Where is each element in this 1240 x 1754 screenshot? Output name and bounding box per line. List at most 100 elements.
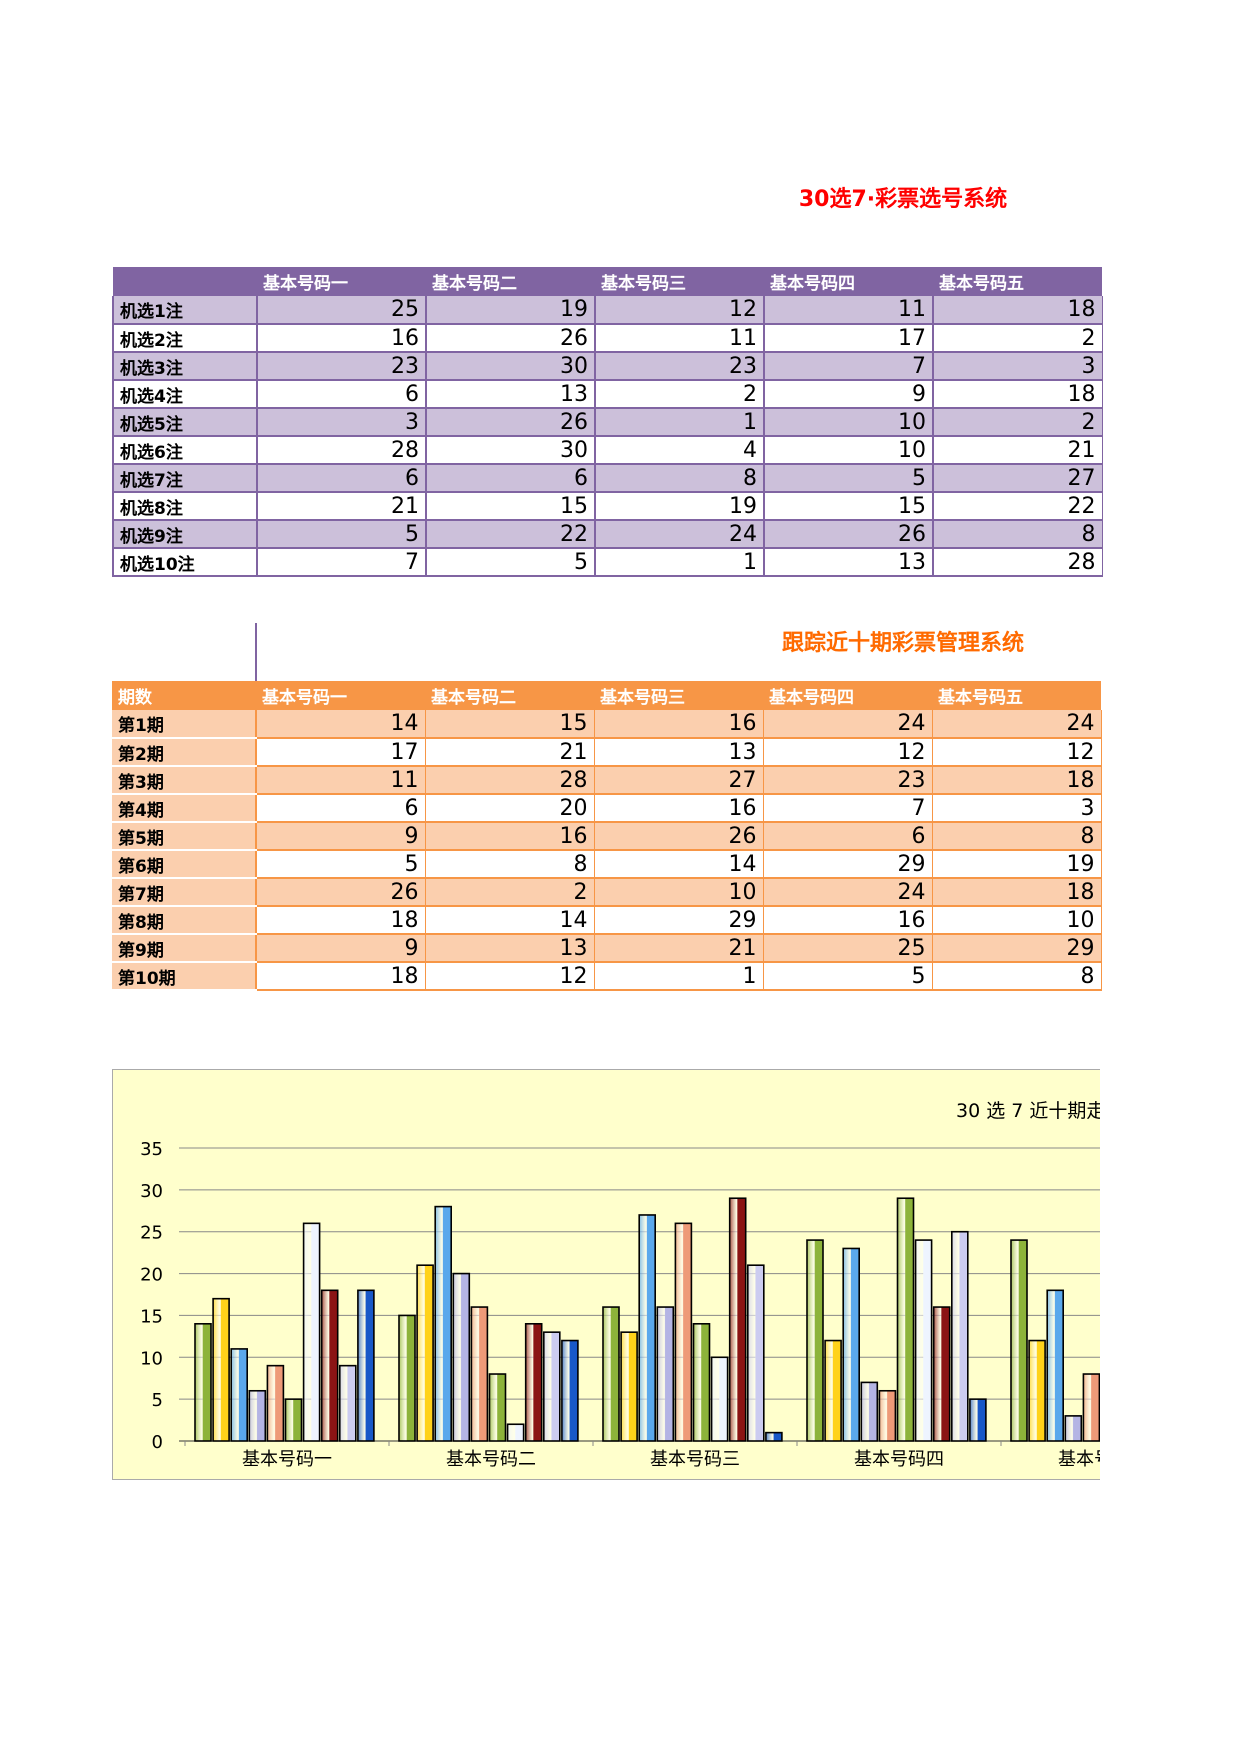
cell-value: 24 <box>763 710 933 739</box>
bar-2-5 <box>1028 1339 1046 1442</box>
row-label: 第5期 <box>112 822 257 851</box>
row-label: 机选1注 <box>112 296 258 325</box>
period-row: 第10期 18 12 1 5 8 <box>112 962 1102 991</box>
bar-2-2 <box>416 1264 434 1442</box>
row-label: 第4期 <box>112 794 257 823</box>
cell-value: 9 <box>763 380 934 409</box>
x-tick-label: 基本号码一 <box>242 1449 332 1470</box>
row-label: 第7期 <box>112 878 257 907</box>
cell-value: 24 <box>763 878 933 907</box>
cell-value: 12 <box>763 738 933 767</box>
cell-value: 12 <box>425 962 595 991</box>
chart-title: 30 选 7 近十期走 <box>956 1100 1100 1122</box>
cell-value: 1 <box>594 548 765 577</box>
cell-value: 5 <box>763 962 933 991</box>
row-label: 机选3注 <box>112 352 258 381</box>
cell-value: 12 <box>932 738 1102 767</box>
title-lottery-picker: 30选7·彩票选号系统 <box>798 187 1008 212</box>
cell-value: 10 <box>763 408 934 437</box>
y-tick-label: 10 <box>140 1348 163 1369</box>
period-row: 第9期 9 13 21 25 29 <box>112 934 1102 963</box>
bar-10-2 <box>561 1339 579 1442</box>
cell-value: 21 <box>932 436 1103 465</box>
column-header: 基本号码五 <box>932 681 1101 710</box>
row-label: 第3期 <box>112 766 257 795</box>
y-tick-label: 15 <box>140 1306 163 1327</box>
row-label: 第9期 <box>112 934 257 963</box>
cell-value: 19 <box>425 296 596 325</box>
bar-4-5 <box>1064 1415 1083 1442</box>
row-label: 第6期 <box>112 850 257 879</box>
cell-value: 7 <box>763 794 933 823</box>
bar-9-3 <box>746 1264 765 1442</box>
cell-value: 17 <box>256 738 426 767</box>
bar-5-2 <box>470 1306 489 1442</box>
cell-value: 18 <box>932 380 1103 409</box>
cell-value: 2 <box>932 324 1103 353</box>
column-header: 基本号码三 <box>595 267 764 296</box>
cell-value: 26 <box>425 324 596 353</box>
cell-value: 7 <box>256 548 427 577</box>
bar-6-1 <box>284 1398 303 1442</box>
x-tick-label: 基本号码三 <box>650 1449 740 1470</box>
row-label: 机选7注 <box>112 464 258 493</box>
x-tick-label: 基本号码二 <box>446 1449 536 1470</box>
row-label: 第1期 <box>112 710 257 739</box>
cell-value: 26 <box>763 520 934 549</box>
cell-value: 15 <box>425 710 595 739</box>
cell-value: 16 <box>256 324 427 353</box>
period-row: 第8期 18 14 29 16 10 <box>112 906 1102 935</box>
bar-5-4 <box>878 1389 897 1442</box>
x-tick-label: 基本号码五 <box>1058 1449 1100 1470</box>
cell-value: 3 <box>256 408 427 437</box>
history-table: 期数 基本号码一 基本号码二 基本号码三 基本号码四 基本号码五 第1期 14 15 16 24 24… <box>112 681 1102 991</box>
y-tick-label: 0 <box>152 1432 163 1453</box>
cell-value: 29 <box>932 934 1102 963</box>
row-label: 第10期 <box>112 962 257 991</box>
cell-value: 22 <box>425 520 596 549</box>
cell-value: 2 <box>932 408 1103 437</box>
bar-8-4 <box>932 1306 951 1442</box>
cell-value: 3 <box>932 794 1102 823</box>
cell-value: 23 <box>763 766 933 795</box>
pick-row: 机选5注 3 26 1 10 2 <box>112 408 1103 437</box>
cell-value: 14 <box>256 710 426 739</box>
header-label: 期数 <box>112 681 256 710</box>
cell-value: 10 <box>594 878 764 907</box>
column-header: 基本号码一 <box>256 681 425 710</box>
cell-value: 10 <box>763 436 934 465</box>
cell-value: 19 <box>932 850 1102 879</box>
title-history-tracker: 跟踪近十期彩票管理系统 <box>781 631 1025 656</box>
header-label <box>113 267 257 296</box>
bar-5-1 <box>266 1364 285 1442</box>
bar-4-4 <box>860 1381 879 1442</box>
period-row: 第5期 9 16 26 6 8 <box>112 822 1102 851</box>
cell-value: 5 <box>256 520 427 549</box>
cell-value: 13 <box>425 934 595 963</box>
cell-value: 16 <box>594 794 764 823</box>
bar-7-2 <box>506 1423 525 1442</box>
row-label: 机选5注 <box>112 408 258 437</box>
cell-value: 23 <box>594 352 765 381</box>
cell-value: 9 <box>256 822 426 851</box>
cell-value: 8 <box>932 520 1103 549</box>
column-header: 基本号码三 <box>594 681 763 710</box>
bar-1-3 <box>602 1306 620 1442</box>
cell-value: 21 <box>594 934 764 963</box>
bar-3-5 <box>1046 1289 1065 1442</box>
y-tick-label: 20 <box>140 1265 163 1286</box>
column-header: 基本号码一 <box>257 267 426 296</box>
cell-value: 16 <box>763 906 933 935</box>
bar-5-3 <box>674 1222 693 1442</box>
cell-value: 10 <box>932 906 1102 935</box>
cell-value: 4 <box>594 436 765 465</box>
bar-9-2 <box>542 1331 561 1442</box>
cell-value: 18 <box>256 962 426 991</box>
cell-value: 18 <box>932 766 1102 795</box>
pick-row: 机选4注 6 13 2 9 18 <box>112 380 1103 409</box>
bar-8-2 <box>524 1323 543 1442</box>
cell-value: 6 <box>425 464 596 493</box>
cell-value: 6 <box>256 380 427 409</box>
column-header: 基本号码二 <box>426 267 595 296</box>
bar-1-4 <box>806 1239 824 1442</box>
